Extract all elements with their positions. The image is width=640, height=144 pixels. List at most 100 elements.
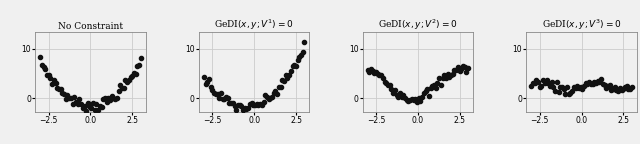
Point [376,74,387,76]
Point [611,89,621,91]
Point [274,86,284,88]
Point [84,106,95,108]
Point [381,82,392,84]
Point [284,74,294,76]
Point [528,82,538,84]
Point [536,84,547,87]
Point [131,72,141,75]
Point [259,101,269,103]
Point [584,81,595,83]
Point [385,84,395,86]
Point [279,80,289,82]
Point [618,88,628,90]
Point [294,56,305,58]
Point [118,87,129,89]
Point [446,74,456,76]
Point [86,107,97,109]
Point [267,96,277,98]
Point [398,93,408,96]
Point [100,97,110,99]
Point [555,86,565,88]
Point [296,54,306,56]
Title: GeDI$(x, y; V^3) = 0$: GeDI$(x, y; V^3) = 0$ [541,17,621,32]
Point [460,66,470,69]
Point [108,97,118,100]
Point [565,92,575,94]
Point [596,78,606,80]
Point [262,96,272,98]
Point [367,70,378,72]
Point [112,97,122,99]
Point [456,68,467,70]
Point [239,107,250,109]
Point [402,99,412,101]
Point [125,76,136,78]
Point [300,41,310,44]
Point [38,66,49,68]
Point [413,96,424,99]
Point [557,86,567,88]
Point [526,85,536,87]
Point [103,97,113,99]
Point [252,102,262,105]
Point [298,51,308,53]
Point [623,88,634,91]
Point [77,107,88,110]
Point [205,86,216,88]
Point [451,69,461,72]
Point [593,80,603,82]
Point [93,109,103,111]
Point [260,94,270,96]
Point [66,97,76,100]
Point [461,71,472,74]
Point [569,86,579,88]
Point [452,66,463,68]
Point [62,94,72,96]
Point [134,63,144,66]
Point [390,88,400,91]
Point [244,103,255,105]
Point [572,85,582,87]
Point [202,80,212,83]
Point [547,81,557,83]
Point [49,79,59,81]
Point [417,95,428,98]
Point [444,75,454,78]
Point [98,98,108,101]
Point [415,100,426,103]
Point [287,65,298,67]
Point [272,92,282,95]
Point [372,72,383,75]
Point [533,81,543,83]
Point [579,85,589,87]
Point [564,92,574,95]
Point [264,98,274,100]
Point [270,90,280,92]
Point [74,97,84,100]
Point [601,87,611,89]
Point [246,102,257,104]
Title: No Constraint: No Constraint [58,22,123,31]
Point [253,103,264,106]
Point [606,88,616,91]
Point [127,74,138,77]
Point [40,68,51,70]
Point [56,88,66,90]
Point [71,101,81,103]
Point [610,86,620,88]
Point [209,91,220,94]
Point [64,96,74,99]
Point [574,87,584,90]
Point [204,78,214,80]
Point [424,94,434,97]
Point [95,105,105,107]
Point [531,79,541,81]
Point [117,87,127,89]
Point [42,73,52,76]
Point [600,84,610,86]
Point [79,105,90,107]
Point [265,97,275,99]
Title: GeDI$(x, y; V^1) = 0$: GeDI$(x, y; V^1) = 0$ [214,17,294,32]
Point [403,100,413,102]
Point [76,103,86,106]
